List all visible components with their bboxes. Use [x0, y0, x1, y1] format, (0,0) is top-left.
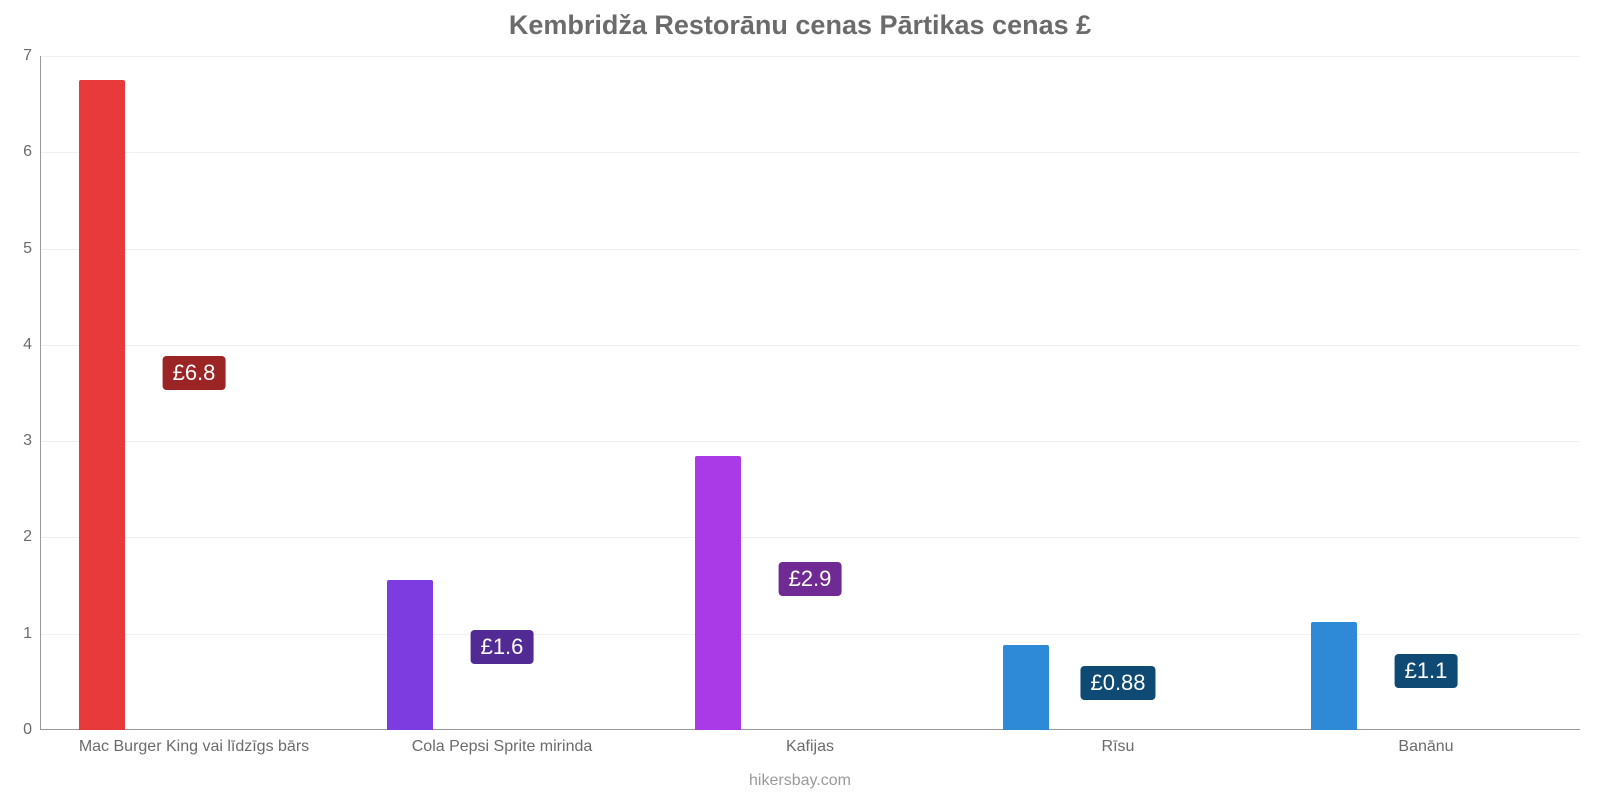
x-tick-label: Mac Burger King vai līdzīgs bārs — [40, 738, 348, 756]
x-tick-label: Cola Pepsi Sprite mirinda — [348, 738, 656, 756]
value-badge: £2.9 — [779, 562, 842, 596]
y-tick-label: 6 — [23, 143, 32, 161]
chart-container: Kembridža Restorānu cenas Pārtikas cenas… — [0, 0, 1600, 800]
bar — [79, 80, 125, 730]
value-badge: £0.88 — [1080, 666, 1155, 700]
bar — [1003, 645, 1049, 730]
chart-title: Kembridža Restorānu cenas Pārtikas cenas… — [0, 0, 1600, 47]
bar — [1311, 622, 1357, 730]
x-tick-label: Kafijas — [656, 738, 964, 756]
y-tick-label: 1 — [23, 625, 32, 643]
bar-slot: £6.8Mac Burger King vai līdzīgs bārs — [40, 56, 348, 730]
bar-slot: £1.6Cola Pepsi Sprite mirinda — [348, 56, 656, 730]
bar — [695, 456, 741, 730]
value-badge: £6.8 — [163, 356, 226, 390]
bar-slot: £1.1Banānu — [1272, 56, 1580, 730]
bar — [387, 580, 433, 730]
x-tick-label: Rīsu — [964, 738, 1272, 756]
y-tick-label: 5 — [23, 240, 32, 258]
chart-footer: hikersbay.com — [0, 772, 1600, 790]
plot-area: 01234567£6.8Mac Burger King vai līdzīgs … — [40, 56, 1580, 730]
y-tick-label: 4 — [23, 336, 32, 354]
value-badge: £1.6 — [471, 630, 534, 664]
y-tick-label: 2 — [23, 528, 32, 546]
bar-slot: £2.9Kafijas — [656, 56, 964, 730]
y-tick-label: 7 — [23, 47, 32, 65]
y-tick-label: 0 — [23, 721, 32, 739]
x-tick-label: Banānu — [1272, 738, 1580, 756]
value-badge: £1.1 — [1395, 654, 1458, 688]
bar-slot: £0.88Rīsu — [964, 56, 1272, 730]
y-tick-label: 3 — [23, 432, 32, 450]
